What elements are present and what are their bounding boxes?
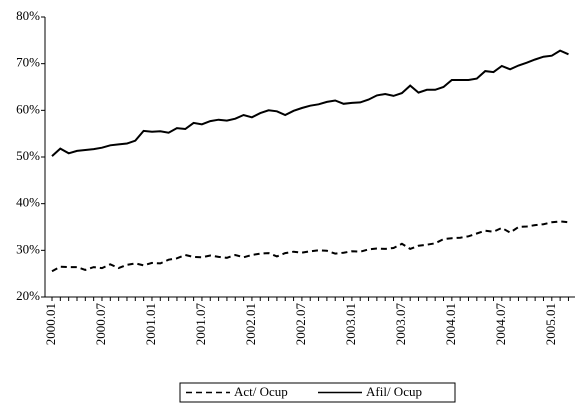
x-tick-label: 2001.01 — [143, 303, 158, 345]
y-tick-label: 70% — [16, 55, 40, 70]
legend-box — [179, 382, 456, 403]
x-tick-label: 2003.07 — [393, 303, 408, 346]
x-tick-label: 2000.07 — [93, 303, 108, 346]
y-tick-label: 60% — [16, 101, 40, 116]
x-tick-label: 2003.01 — [343, 303, 358, 345]
x-tick-label: 2000.01 — [43, 303, 58, 345]
series-line — [51, 49, 569, 157]
series-line — [51, 220, 569, 273]
x-tick-label: 2002.01 — [243, 303, 258, 345]
x-tick-label: 2004.01 — [443, 303, 458, 345]
x-tick-label: 2005.01 — [543, 303, 558, 345]
legend-label: Afil/ Ocup — [366, 384, 422, 399]
legend-label: Act/ Ocup — [234, 384, 288, 399]
x-tick-label: 2002.07 — [293, 303, 308, 346]
y-tick-label: 30% — [16, 241, 40, 256]
x-tick-label: 2001.07 — [193, 303, 208, 346]
y-tick-label: 20% — [16, 288, 40, 303]
x-tick-label: 2004.07 — [493, 303, 508, 346]
y-tick-label: 40% — [16, 195, 40, 210]
y-tick-label: 80% — [16, 8, 40, 23]
y-tick-label: 50% — [16, 148, 40, 163]
